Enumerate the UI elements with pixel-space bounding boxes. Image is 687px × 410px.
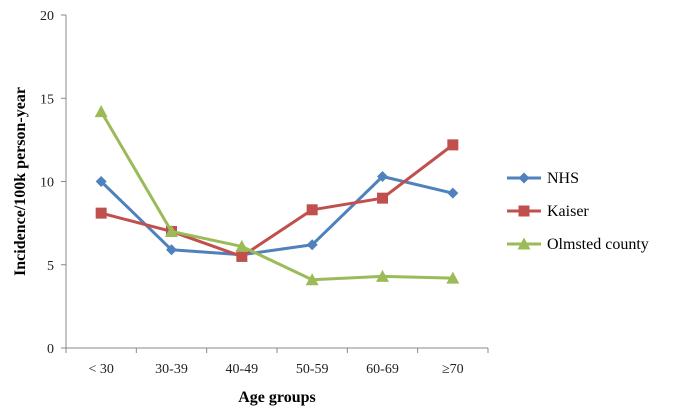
series-nhs: [95, 171, 459, 261]
data-point: [235, 239, 249, 252]
y-tick-label: 15: [40, 92, 54, 107]
data-point: [236, 250, 248, 262]
data-point: [377, 171, 388, 183]
data-point: [447, 187, 459, 199]
data-point: [95, 176, 107, 187]
x-tick-label: 50-59: [296, 362, 329, 377]
x-tick-label: 40-49: [225, 362, 258, 377]
x-axis-title: Age groups: [238, 389, 316, 406]
data-point: [305, 273, 319, 286]
series-line: [99, 110, 453, 282]
data-point: [377, 192, 388, 204]
series-line: [100, 143, 454, 258]
legend-item: Kaiser: [507, 203, 589, 220]
x-tick-label: 60-69: [366, 362, 399, 377]
series-olmsted-county: [94, 105, 460, 286]
data-point: [446, 271, 460, 284]
data-point: [165, 224, 178, 237]
x-tick-label: 30-39: [155, 362, 188, 377]
legend-label: NHS: [547, 170, 579, 187]
x-tick-group: < 30 30-39 40-49 50-59 60-69 ≥70: [65, 348, 489, 377]
series-kaiser: [95, 139, 459, 262]
legend-marker: [517, 237, 531, 250]
data-point: [166, 244, 177, 256]
x-tick-label: ≥70: [442, 362, 464, 377]
y-tick-label: 0: [47, 342, 54, 357]
y-tick-label: 5: [47, 259, 54, 274]
data-point: [94, 105, 108, 118]
data-point: [447, 139, 459, 151]
series-line: [100, 175, 454, 257]
x-tick-label: < 30: [88, 362, 113, 377]
data-point: [95, 207, 107, 219]
legend-item: Olmsted county: [507, 236, 649, 253]
axes: [65, 15, 488, 349]
legend-marker: [518, 205, 530, 217]
y-tick-group: 0 5 10 15 20: [40, 9, 66, 357]
legend: NHS Kaiser Olmsted county: [507, 170, 649, 253]
y-tick-label: 10: [40, 176, 54, 191]
legend-label: Olmsted county: [547, 236, 649, 253]
y-axis-title: Incidence/100k person-year: [12, 87, 29, 276]
data-point: [376, 269, 389, 282]
y-tick-label: 20: [40, 9, 54, 24]
data-point: [306, 204, 318, 216]
data-point: [306, 239, 318, 251]
series-layer: [94, 105, 460, 286]
legend-item: NHS: [507, 170, 579, 187]
legend-label: Kaiser: [547, 203, 589, 220]
legend-marker: [518, 172, 530, 184]
